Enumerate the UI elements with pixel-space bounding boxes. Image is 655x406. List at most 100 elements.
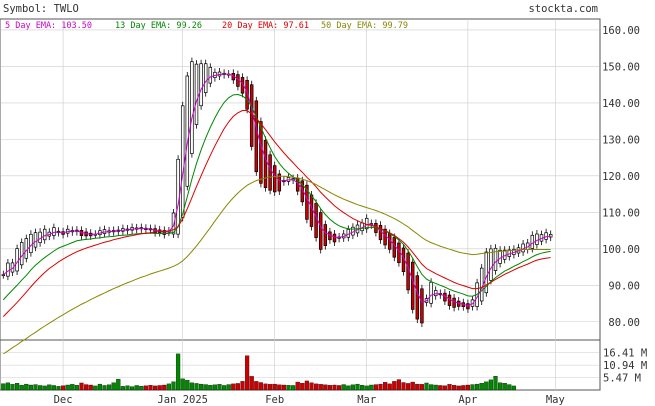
date-tick-label: Dec — [54, 394, 73, 406]
volume-bar — [291, 385, 296, 391]
volume-bar — [134, 385, 139, 391]
volume-bar — [415, 383, 420, 391]
volume-bar — [406, 383, 411, 391]
volume-bar — [176, 353, 181, 391]
volume-bar — [199, 383, 204, 391]
volume-tick-label: 16.41 M — [603, 348, 647, 360]
volume-bar — [245, 355, 250, 391]
volume-bar — [79, 382, 84, 391]
volume-bar — [61, 385, 66, 391]
volume-bar — [424, 382, 429, 391]
volume-bar — [341, 384, 346, 391]
candle-body — [530, 234, 535, 249]
price-tick-label: 150.00 — [602, 61, 640, 73]
volume-bar — [318, 384, 323, 391]
price-tick-label: 130.00 — [602, 134, 640, 146]
volume-bar — [88, 384, 93, 391]
volume-bar — [143, 385, 148, 391]
ema-line-5-day-ema — [2, 73, 551, 307]
candle-body — [254, 100, 259, 173]
volume-bar — [360, 385, 365, 391]
volume-bar — [111, 382, 116, 391]
volume-bar — [433, 384, 438, 391]
volume-tick-label: 5.47 M — [603, 373, 641, 385]
volume-bar — [189, 382, 194, 391]
volume-bar — [47, 384, 52, 391]
volume-bar — [157, 385, 162, 391]
volume-bar — [369, 384, 374, 391]
price-tick-label: 110.00 — [602, 207, 640, 219]
candle-body — [447, 294, 452, 306]
price-tick-label: 90.00 — [608, 280, 640, 292]
volume-bar — [240, 381, 245, 391]
volume-bar — [373, 384, 378, 391]
candle-body — [208, 67, 213, 84]
date-tick-label: May — [546, 394, 565, 406]
volume-axis: 16.41 M10.94 M5.47 M — [603, 348, 647, 385]
volume-bar — [93, 385, 98, 391]
volume-bar — [166, 383, 171, 391]
candle-body — [33, 232, 38, 248]
volume-bar — [15, 383, 20, 391]
candle-body — [199, 63, 203, 107]
candle-body — [535, 233, 539, 245]
volume-bar — [332, 384, 337, 391]
volume-bar — [447, 384, 452, 391]
legend-value: 97.61 — [283, 21, 309, 31]
volume-bar — [511, 385, 516, 391]
site-label: stockta.com — [528, 3, 598, 15]
legend-item: 5 Day EMA: 103.50 — [5, 21, 92, 31]
ema-line-20-day-ema — [2, 110, 551, 317]
volume-bar — [217, 384, 222, 391]
volume-bar — [429, 384, 434, 391]
volume-bar — [452, 385, 457, 391]
volume-bar — [153, 385, 158, 391]
volume-bar — [194, 383, 199, 391]
volume-bar — [327, 385, 332, 391]
legend-value: 99.79 — [382, 21, 408, 31]
volume-bar — [350, 384, 355, 391]
candle-body — [420, 288, 424, 324]
volume-bar — [281, 384, 286, 391]
date-tick-label: Feb — [265, 394, 284, 406]
volume-bar — [268, 384, 273, 391]
candle-body — [318, 212, 323, 250]
legend-label: 5 Day EMA: — [5, 21, 61, 31]
volume-bar — [5, 382, 10, 391]
candle-body — [323, 224, 328, 246]
date-tick-label: Jan 2025 — [157, 394, 208, 406]
volume-bar — [203, 384, 208, 391]
volume-bar — [263, 383, 268, 391]
volume-tick-label: 10.94 M — [603, 360, 647, 372]
symbol-label: Symbol: TWLO — [3, 3, 79, 15]
volume-bar — [231, 383, 236, 391]
volume-bar — [42, 385, 47, 391]
volume-bar — [56, 386, 61, 391]
volume-bar — [488, 379, 493, 391]
candle-body — [259, 121, 263, 184]
candle-body — [309, 194, 314, 227]
volume-bar — [1, 383, 6, 391]
candle-body — [268, 154, 272, 191]
volume-bar — [185, 380, 190, 391]
candle-body — [415, 275, 420, 320]
volume-bar — [383, 382, 388, 391]
candle-body — [15, 248, 19, 272]
volume-bar — [148, 385, 153, 391]
indicator-legend: 5 Day EMA: 103.50 13 Day EMA: 99.26 20 Day… — [5, 21, 408, 31]
candle-body — [10, 262, 15, 273]
volume-bar — [254, 381, 259, 391]
candle-body — [544, 232, 548, 240]
candle-body — [466, 303, 470, 310]
candle-body — [548, 234, 553, 238]
volume-bar — [346, 385, 351, 391]
volume-bar — [38, 385, 43, 391]
candle-body — [29, 233, 33, 254]
date-axis: Dec Jan 2025 Feb Mar Apr May — [54, 394, 565, 406]
volume-bar — [387, 383, 392, 391]
candle-body — [180, 105, 185, 218]
candle-body — [277, 173, 282, 192]
legend-label: 13 Day EMA: — [115, 21, 176, 31]
